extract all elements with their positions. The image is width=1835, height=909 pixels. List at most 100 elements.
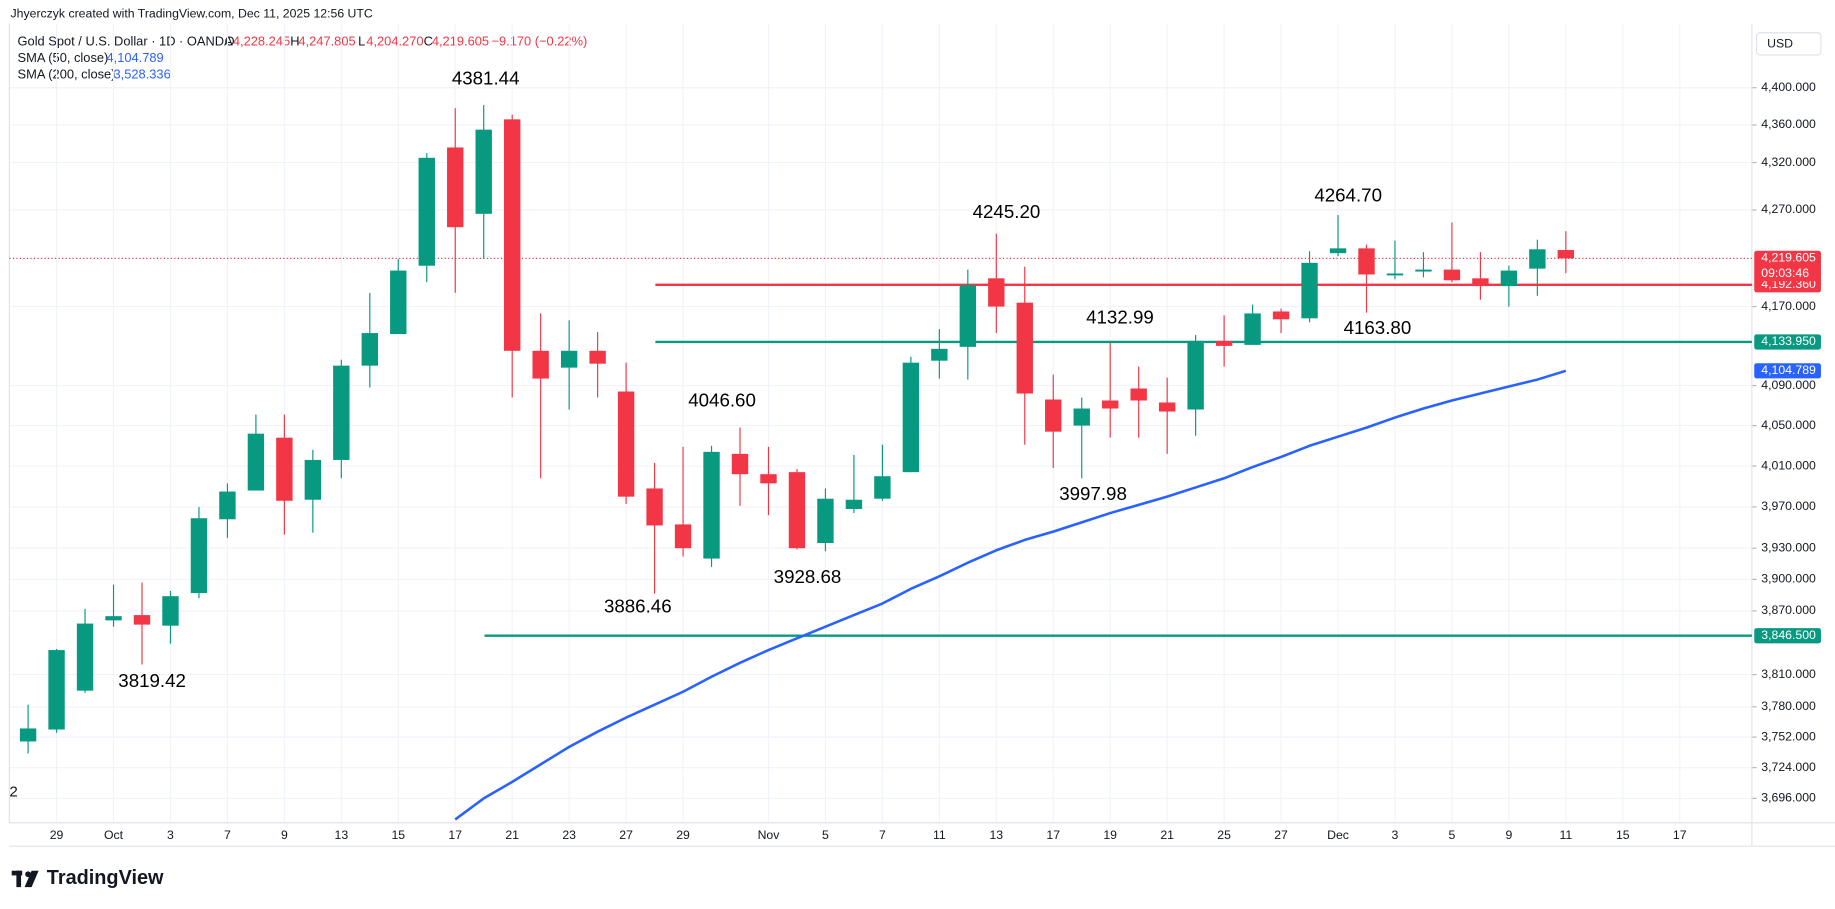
candle [333, 359, 350, 479]
candle-body [617, 391, 635, 497]
candle-body [361, 333, 379, 366]
candle-body [1500, 270, 1518, 287]
symbol-title: Gold Spot / U.S. Dollar · 1D · OANDA [18, 34, 234, 49]
candle-body [560, 350, 578, 368]
candle-body [1386, 273, 1404, 276]
y-tick-label: 4,360.000 [1761, 117, 1816, 131]
candle [1301, 251, 1318, 323]
candle [19, 704, 37, 754]
ohlc-value: 4,219.605 [432, 34, 489, 49]
candle [988, 233, 1005, 334]
sma200-legend-value: 3,528.336 [114, 66, 171, 81]
candle-body [874, 476, 891, 499]
candle [276, 414, 293, 535]
candle-body [162, 596, 179, 626]
y-tick-label: 3,970.000 [1761, 499, 1816, 513]
candle [1415, 252, 1432, 278]
candle [874, 444, 891, 501]
candle-body [1102, 400, 1119, 409]
candle-body [788, 472, 806, 549]
candle [1016, 266, 1033, 445]
candle-body [1073, 408, 1090, 426]
candle-body [1301, 262, 1318, 319]
candle-body [703, 451, 720, 559]
x-tick-label: 11 [1559, 828, 1572, 842]
candle-body [1415, 269, 1432, 272]
sma-line [454, 369, 1567, 821]
price-annotation: 4132.99 [1086, 306, 1154, 327]
x-tick-label: 3 [1392, 828, 1399, 842]
currency-button[interactable] [1756, 32, 1822, 56]
candle [1187, 335, 1204, 436]
candle [1329, 215, 1347, 257]
candle [817, 488, 834, 552]
candle [1500, 265, 1518, 307]
candle-body [959, 285, 977, 347]
candle [959, 269, 977, 380]
price-annotation: 4245.20 [973, 201, 1041, 222]
candle-body [475, 129, 492, 214]
x-tick-label: 19 [1103, 828, 1117, 842]
y-tick-label: 3,696.000 [1761, 791, 1816, 805]
x-tick-label: 27 [619, 828, 633, 842]
x-tick-label: 13 [989, 828, 1003, 842]
hline-price-label: 4,133.950 [1761, 334, 1816, 348]
candle [1102, 342, 1119, 438]
candle-body [589, 350, 606, 364]
x-tick-label: Dec [1327, 828, 1349, 842]
candle [361, 292, 379, 388]
candle [1443, 222, 1461, 283]
currency[interactable]: USD [1767, 37, 1793, 51]
candle-body [1529, 249, 1546, 269]
y-tick-label: 4,090.000 [1761, 378, 1816, 392]
y-tick-label: 4,170.000 [1761, 299, 1816, 313]
candle [76, 608, 94, 693]
sma200-legend: SMA (200, close) [18, 66, 116, 81]
x-tick-label: 17 [1673, 828, 1687, 842]
candle-body [504, 119, 521, 351]
candle-body [1130, 388, 1147, 401]
candle [447, 108, 464, 293]
candle-body [276, 437, 293, 501]
price-annotation: 3886.46 [604, 595, 672, 616]
y-tick-label: 4,050.000 [1761, 418, 1816, 432]
candle [1215, 315, 1233, 367]
candle [304, 449, 322, 533]
price-annotation: 3997.98 [1059, 483, 1127, 504]
x-tick-label: 23 [562, 828, 576, 842]
x-tick-label: 5 [1449, 828, 1456, 842]
price-annotation: 4381.44 [452, 68, 520, 89]
brand: TradingView [47, 867, 164, 889]
ohlc-value: 4,228.245 [233, 34, 290, 49]
y-tick-label: 3,810.000 [1761, 667, 1816, 681]
y-tick-label: 3,724.000 [1761, 760, 1816, 774]
candle [48, 648, 65, 733]
candle [390, 258, 407, 335]
candle [560, 320, 578, 410]
candle [760, 446, 777, 516]
candle [133, 582, 151, 665]
candle-body [760, 474, 777, 484]
candle-body [674, 524, 692, 549]
candle [1557, 231, 1575, 274]
last-price-label: 4,219.605 [1761, 251, 1816, 265]
x-tick-label: 29 [50, 828, 64, 842]
candle-body [817, 498, 834, 544]
x-tick-label: 15 [391, 828, 405, 842]
candle-body [76, 623, 94, 691]
candle-body [1443, 269, 1461, 281]
candle-body [447, 147, 464, 228]
candle-body [418, 157, 435, 266]
candle [219, 483, 236, 538]
x-tick-label: 3 [167, 828, 174, 842]
hline-price-label-box [1754, 334, 1821, 350]
candle-body [1557, 250, 1575, 259]
candle [1358, 244, 1375, 313]
candle-body [304, 459, 322, 500]
ohlc-value: 4,247.805 [298, 34, 355, 49]
last-price-label-box [1754, 250, 1821, 282]
candle [703, 445, 720, 567]
price-annotation: 4163.80 [1344, 317, 1412, 338]
candle [845, 454, 863, 514]
ohlc-label: L [358, 34, 365, 49]
